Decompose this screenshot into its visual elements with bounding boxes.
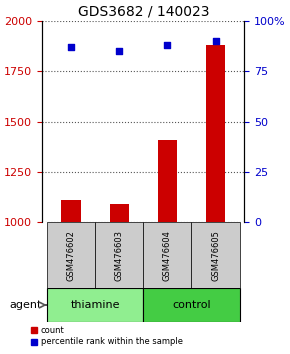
Point bbox=[213, 38, 218, 44]
Bar bbox=[206, 45, 225, 222]
FancyBboxPatch shape bbox=[143, 289, 240, 321]
Legend: count, percentile rank within the sample: count, percentile rank within the sample bbox=[27, 322, 186, 350]
Text: thiamine: thiamine bbox=[70, 300, 120, 310]
Text: GSM476605: GSM476605 bbox=[211, 230, 220, 281]
Text: control: control bbox=[172, 300, 211, 310]
Text: GSM476604: GSM476604 bbox=[163, 230, 172, 281]
FancyBboxPatch shape bbox=[143, 222, 191, 289]
Title: GDS3682 / 140023: GDS3682 / 140023 bbox=[77, 4, 209, 18]
FancyBboxPatch shape bbox=[191, 222, 240, 289]
Bar bbox=[61, 200, 81, 222]
Point bbox=[165, 42, 170, 48]
Point bbox=[69, 44, 73, 50]
FancyBboxPatch shape bbox=[47, 289, 143, 321]
Bar bbox=[158, 140, 177, 222]
Text: agent: agent bbox=[10, 300, 42, 310]
Text: GSM476602: GSM476602 bbox=[66, 230, 75, 281]
FancyBboxPatch shape bbox=[47, 222, 95, 289]
Point bbox=[117, 48, 122, 54]
Text: GSM476603: GSM476603 bbox=[115, 230, 124, 281]
Bar bbox=[110, 204, 129, 222]
FancyBboxPatch shape bbox=[95, 222, 143, 289]
